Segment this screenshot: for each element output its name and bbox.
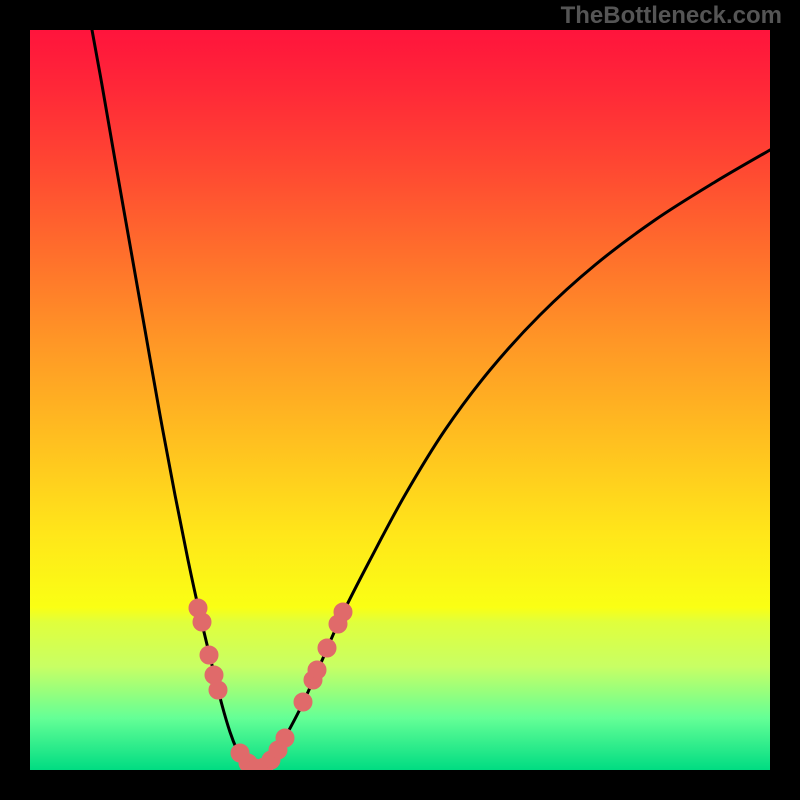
bottleneck-curve — [92, 30, 770, 770]
curve-layer — [30, 30, 770, 770]
data-marker — [200, 646, 218, 664]
data-marker — [308, 661, 326, 679]
data-marker — [193, 613, 211, 631]
data-marker — [318, 639, 336, 657]
data-marker — [276, 729, 294, 747]
chart-frame: TheBottleneck.com — [0, 0, 800, 800]
plot-area — [30, 30, 770, 770]
data-marker — [209, 681, 227, 699]
data-marker — [334, 603, 352, 621]
data-marker — [294, 693, 312, 711]
watermark-text: TheBottleneck.com — [561, 2, 782, 30]
